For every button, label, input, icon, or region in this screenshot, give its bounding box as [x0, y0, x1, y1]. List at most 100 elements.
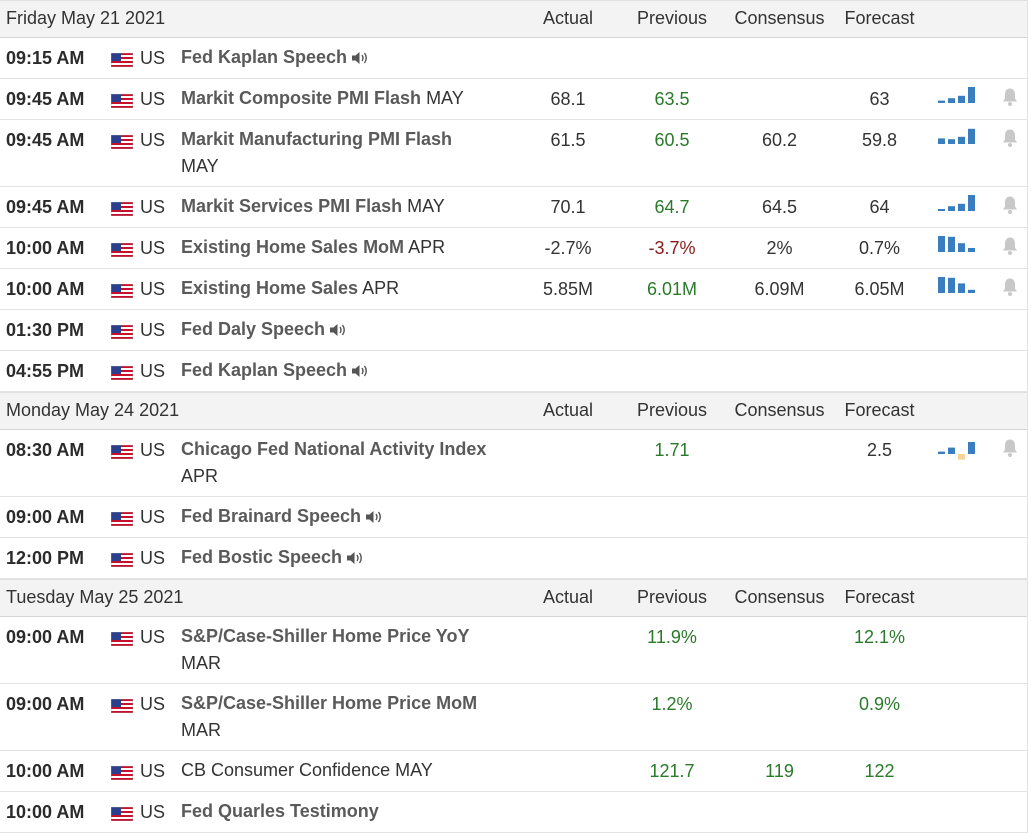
event-time: 09:45 AM	[6, 89, 85, 109]
forecast-value: 0.9%	[858, 694, 901, 714]
event-row[interactable]: 09:45 AM US Markit Manufacturing PMI Flash…	[0, 120, 1027, 187]
event-country: US	[140, 89, 166, 109]
event-name[interactable]: Fed Brainard Speech	[181, 506, 362, 526]
column-header-forecast: Forecast	[844, 8, 915, 28]
event-time: 09:15 AM	[6, 48, 85, 68]
event-name[interactable]: Markit Manufacturing PMI Flash	[181, 129, 453, 149]
sparkline-bar	[968, 87, 975, 103]
event-row[interactable]: 10:00 AM US CB Consumer Confidence MAY 121.…	[0, 751, 1027, 792]
event-row[interactable]: 09:45 AM US Markit Services PMI Flash MAY 7…	[0, 187, 1027, 228]
event-time: 09:45 AM	[6, 130, 85, 150]
event-name[interactable]: S&P/Case-Shiller Home Price MoM	[181, 693, 478, 713]
event-country: US	[140, 361, 166, 381]
previous-value: -3.7%	[648, 238, 696, 258]
event-period: MAR	[181, 653, 221, 673]
day-header: Friday May 21 2021 Actual Previous Consensu…	[0, 0, 1027, 38]
event-row[interactable]: 12:00 PM US Fed Bostic Speech	[0, 538, 1027, 579]
consensus-value: 6.09M	[754, 279, 805, 299]
event-row[interactable]: 09:00 AM US S&P/Case-Shiller Home Price Yo…	[0, 617, 1027, 684]
event-cell[interactable]: S&P/Case-Shiller Home Price YoY MAR	[181, 623, 526, 677]
event-cell[interactable]: Existing Home Sales APR	[181, 275, 526, 302]
sparkline-bar	[948, 236, 955, 252]
event-cell[interactable]: Chicago Fed National Activity Index APR	[181, 436, 526, 490]
event-cell[interactable]: Existing Home Sales MoM APR	[181, 234, 526, 261]
sparkline-bar	[938, 277, 945, 293]
event-cell[interactable]: Fed Quarles Testimony	[181, 798, 526, 825]
bell-icon[interactable]	[1001, 87, 1019, 107]
event-row[interactable]: 10:00 AM US Existing Home Sales MoM APR -2.…	[0, 228, 1027, 269]
bell-icon[interactable]	[1001, 195, 1019, 215]
sparkline-chart	[938, 442, 975, 460]
event-name[interactable]: Fed Quarles Testimony	[181, 801, 379, 821]
actual-value: 70.1	[550, 197, 586, 217]
event-name[interactable]: Chicago Fed National Activity Index	[181, 439, 487, 459]
forecast-value: 12.1%	[853, 627, 906, 647]
event-cell[interactable]: Fed Brainard Speech	[181, 503, 526, 530]
speaker-icon	[347, 552, 362, 565]
event-name[interactable]: Markit Composite PMI Flash	[181, 88, 422, 108]
bell-icon[interactable]	[1001, 277, 1019, 297]
event-country: US	[140, 48, 166, 68]
sparkline-bar	[968, 289, 975, 293]
sparkline-bar	[948, 139, 955, 144]
event-name[interactable]: Fed Bostic Speech	[181, 547, 343, 567]
sparkline-bar	[948, 447, 955, 454]
event-name[interactable]: Fed Kaplan Speech	[181, 360, 348, 380]
event-row[interactable]: 01:30 PM US Fed Daly Speech	[0, 310, 1027, 351]
event-cell[interactable]: Fed Bostic Speech	[181, 544, 526, 571]
event-cell[interactable]: Markit Manufacturing PMI Flash MAY	[181, 126, 526, 180]
event-cell[interactable]: Markit Services PMI Flash MAY	[181, 193, 526, 220]
event-row[interactable]: 10:00 AM US Fed Quarles Testimony	[0, 792, 1027, 833]
sparkline-bar	[958, 136, 965, 144]
sparkline-chart	[938, 236, 975, 252]
event-cell[interactable]: S&P/Case-Shiller Home Price MoM MAR	[181, 690, 526, 744]
bell-icon[interactable]	[1001, 128, 1019, 148]
event-cell[interactable]: Fed Daly Speech	[181, 316, 526, 343]
event-country: US	[140, 694, 166, 714]
event-time: 09:00 AM	[6, 627, 85, 647]
event-row[interactable]: 09:45 AM US Markit Composite PMI Flash MAY…	[0, 79, 1027, 120]
sparkline-bar	[948, 206, 955, 211]
event-time: 08:30 AM	[6, 440, 85, 460]
event-cell[interactable]: Fed Kaplan Speech	[181, 357, 526, 384]
event-time: 09:00 AM	[6, 507, 85, 527]
event-row[interactable]: 08:30 AM US Chicago Fed National Activity …	[0, 430, 1027, 497]
us-flag-icon	[111, 766, 133, 780]
previous-value: 63.5	[654, 89, 690, 109]
sparkline-chart	[938, 128, 975, 144]
event-cell[interactable]: CB Consumer Confidence MAY	[181, 757, 526, 784]
bell-icon[interactable]	[1001, 236, 1019, 256]
event-period: APR	[181, 466, 219, 486]
event-row[interactable]: 10:00 AM US Existing Home Sales APR 5.85M 6.…	[0, 269, 1027, 310]
event-country: US	[140, 320, 166, 340]
actual-value: 5.85M	[542, 279, 594, 299]
bell-icon[interactable]	[1001, 438, 1019, 458]
event-name[interactable]: CB Consumer Confidence	[181, 760, 391, 780]
forecast-value: 6.05M	[854, 279, 905, 299]
event-row[interactable]: 09:15 AM US Fed Kaplan Speech	[0, 38, 1027, 79]
us-flag-icon	[111, 325, 133, 339]
event-time: 10:00 AM	[6, 761, 85, 781]
sparkline-bar	[938, 236, 945, 252]
event-row[interactable]: 09:00 AM US Fed Brainard Speech	[0, 497, 1027, 538]
event-name[interactable]: Existing Home Sales	[181, 278, 359, 298]
event-name[interactable]: S&P/Case-Shiller Home Price YoY	[181, 626, 470, 646]
actual-value: -2.7%	[544, 238, 592, 258]
event-row[interactable]: 09:00 AM US S&P/Case-Shiller Home Price Mo…	[0, 684, 1027, 751]
event-name[interactable]: Fed Kaplan Speech	[181, 47, 348, 67]
event-period: MAY	[426, 88, 464, 108]
event-name[interactable]: Fed Daly Speech	[181, 319, 326, 339]
us-flag-icon	[111, 632, 133, 646]
event-period: APR	[408, 237, 446, 257]
event-cell[interactable]: Markit Composite PMI Flash MAY	[181, 85, 526, 112]
event-time: 12:00 PM	[6, 548, 85, 568]
forecast-value: 122	[864, 761, 895, 781]
event-row[interactable]: 04:55 PM US Fed Kaplan Speech	[0, 351, 1027, 392]
event-name[interactable]: Markit Services PMI Flash	[181, 196, 403, 216]
column-header-previous: Previous	[636, 400, 708, 420]
event-name[interactable]: Existing Home Sales MoM	[181, 237, 405, 257]
sparkline-bar	[968, 248, 975, 252]
event-country: US	[140, 548, 166, 568]
column-header-previous: Previous	[636, 8, 708, 28]
event-cell[interactable]: Fed Kaplan Speech	[181, 44, 526, 71]
